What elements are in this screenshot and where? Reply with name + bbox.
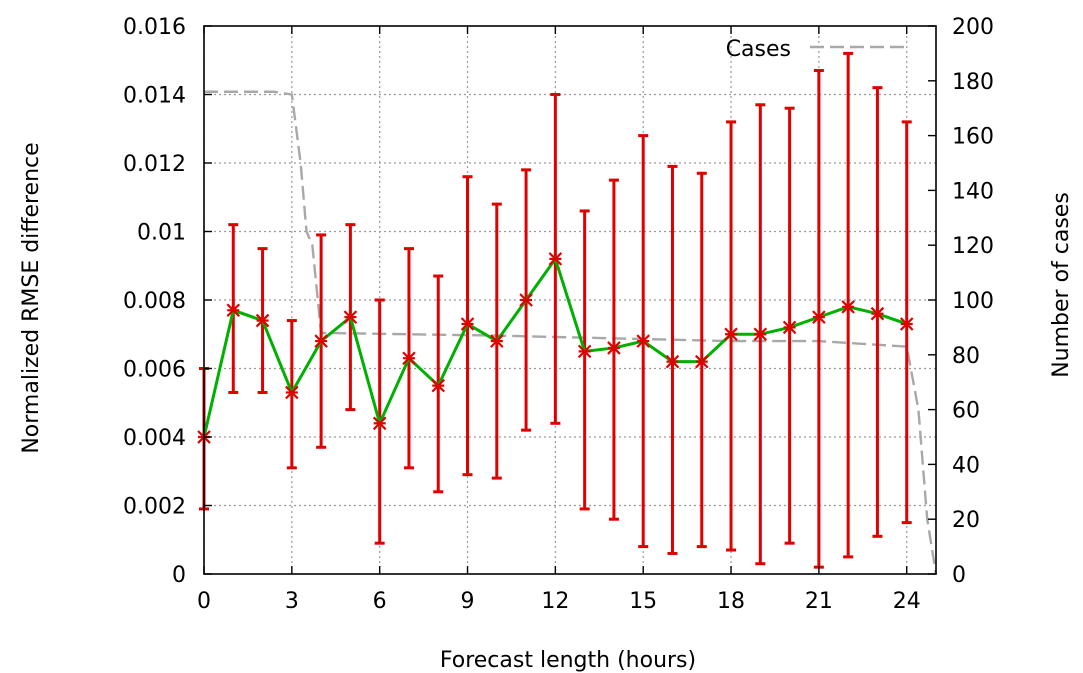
x-tick-label: 15 [629,589,657,614]
y2-tick-labels: 0 20 40 60 80 100 120 140 160 180 200 [952,15,994,588]
y2-tick-label: 160 [952,125,994,150]
data-point [285,385,299,400]
legend: Cases [726,37,905,62]
y-tick-label: 0.014 [123,84,186,109]
y-tick-labels: 0 0.002 0.004 0.006 0.008 0.01 0.012 0.014 0.016 [123,15,186,588]
x-tick-label: 24 [893,589,921,614]
data-point [753,327,768,342]
y2-tick-label: 100 [952,289,994,314]
cases-line [204,90,938,575]
cases-series [204,90,938,575]
y-axis-label: Normalized RMSE difference [19,142,44,453]
y-tick-label: 0.006 [123,358,186,383]
data-point [226,303,241,318]
data-point [812,310,826,324]
y2-tick-label: 120 [952,234,994,259]
data-point [694,354,709,369]
legend-label-cases: Cases [726,37,791,62]
y2-axis-label: Number of cases [1049,192,1074,378]
x-tick-label: 12 [541,589,569,614]
tick-marks [203,25,936,575]
x-tick-label: 3 [285,589,299,614]
rmse-series [197,252,914,444]
data-point [665,354,680,369]
y-tick-label: 0 [172,563,186,588]
data-point [724,327,738,342]
y2-tick-label: 200 [952,15,994,40]
y2-tick-label: 80 [952,344,980,369]
data-point [899,317,914,331]
data-point [343,310,358,324]
y2-tick-label: 180 [952,70,994,95]
data-point [607,341,621,355]
y2-tick-label: 0 [952,563,966,588]
x-tick-labels: 0 3 6 9 12 15 18 21 24 [197,589,921,614]
x-tick-label: 0 [197,589,211,614]
y2-tick-label: 20 [952,508,980,533]
y2-tick-label: 40 [952,453,980,478]
data-point [870,306,885,321]
y-tick-label: 0.002 [123,495,186,520]
error-bars [199,51,912,569]
data-point [577,344,592,359]
data-point [372,416,387,431]
y-tick-label: 0.012 [123,152,186,177]
data-point [490,334,504,348]
data-point [636,334,650,348]
data-point [402,351,416,366]
grid [203,26,936,574]
y-tick-label: 0.008 [123,289,186,314]
data-point [548,252,563,266]
data-point [782,320,797,335]
x-axis-label: Forecast length (hours) [440,648,696,673]
data-point [255,313,270,328]
y-tick-label: 0.01 [137,221,186,246]
data-point [431,378,446,393]
y2-tick-label: 60 [952,399,980,424]
x-tick-label: 18 [717,589,745,614]
data-point [314,334,328,348]
y-tick-label: 0.016 [123,15,186,40]
y2-tick-label: 140 [952,179,994,204]
data-point [460,317,475,331]
x-tick-label: 21 [805,589,833,614]
data-point [841,300,855,314]
x-tick-label: 9 [461,589,475,614]
x-tick-label: 6 [373,589,387,614]
y-tick-label: 0.004 [123,426,186,451]
data-point [519,293,533,307]
